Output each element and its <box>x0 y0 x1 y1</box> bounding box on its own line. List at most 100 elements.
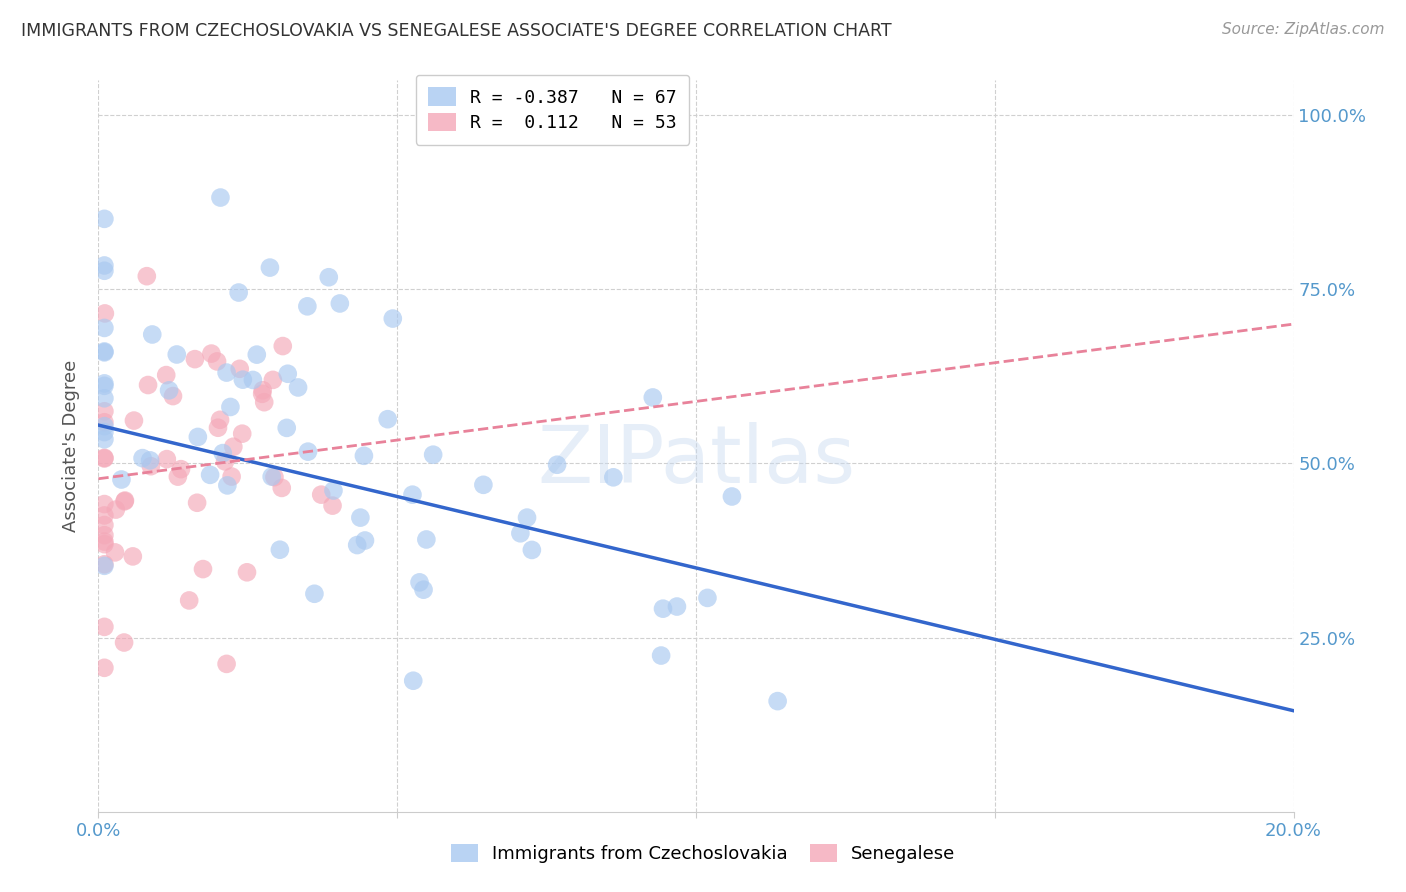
Point <box>93 415 115 429</box>
Text: Source: ZipAtlas.com: Source: ZipAtlas.com <box>1222 22 1385 37</box>
Point <box>219 400 242 414</box>
Point <box>93 321 115 335</box>
Point <box>472 478 495 492</box>
Point <box>94 306 117 320</box>
Point <box>93 508 115 523</box>
Point <box>408 575 430 590</box>
Point <box>297 444 319 458</box>
Point <box>166 469 188 483</box>
Point <box>136 378 159 392</box>
Point <box>207 421 229 435</box>
Point <box>322 483 344 498</box>
Point <box>93 432 115 446</box>
Point <box>93 264 115 278</box>
Point <box>93 558 115 573</box>
Point <box>114 494 136 508</box>
Legend: R = -0.387   N = 67, R =  0.112   N = 53: R = -0.387 N = 67, R = 0.112 N = 53 <box>416 75 689 145</box>
Text: IMMIGRANTS FROM CZECHOSLOVAKIA VS SENEGALESE ASSOCIATE'S DEGREE CORRELATION CHAR: IMMIGRANTS FROM CZECHOSLOVAKIA VS SENEGA… <box>21 22 891 40</box>
Point <box>422 448 444 462</box>
Point <box>412 582 434 597</box>
Point <box>354 533 377 548</box>
Point <box>93 419 115 434</box>
Point <box>93 450 115 465</box>
Point <box>401 488 423 502</box>
Point <box>260 469 283 483</box>
Point <box>93 528 115 542</box>
Point <box>349 510 371 524</box>
Point <box>520 543 543 558</box>
Point <box>228 285 250 300</box>
Point <box>166 347 188 361</box>
Point <box>93 497 115 511</box>
Point <box>209 190 232 204</box>
Point <box>162 389 184 403</box>
Point <box>157 384 180 398</box>
Point <box>184 352 207 367</box>
Point <box>122 414 145 428</box>
Point <box>415 533 437 547</box>
Point <box>93 558 115 572</box>
Point <box>229 361 252 376</box>
Point <box>652 601 675 615</box>
Point <box>215 366 238 380</box>
Point <box>93 391 115 405</box>
Point <box>309 488 332 502</box>
Point <box>318 270 340 285</box>
Point <box>93 451 115 466</box>
Point <box>209 413 232 427</box>
Point <box>198 467 221 482</box>
Point <box>110 473 132 487</box>
Point <box>93 534 115 549</box>
Point <box>516 510 538 524</box>
Point <box>156 452 179 467</box>
Point <box>141 327 163 342</box>
Point <box>139 459 162 474</box>
Point <box>186 496 208 510</box>
Point <box>650 648 672 663</box>
Point <box>602 470 624 484</box>
Point <box>262 373 284 387</box>
Point <box>217 478 239 492</box>
Point <box>263 470 285 484</box>
Point <box>353 449 375 463</box>
Text: ZIPatlas: ZIPatlas <box>537 422 855 500</box>
Point <box>271 339 294 353</box>
Point <box>304 587 326 601</box>
Point <box>93 376 115 391</box>
Point <box>211 446 233 460</box>
Point <box>766 694 789 708</box>
Point <box>93 344 115 359</box>
Point <box>270 481 292 495</box>
Point <box>546 458 568 472</box>
Point <box>93 211 115 226</box>
Point <box>696 591 718 605</box>
Point <box>214 454 236 468</box>
Point <box>112 635 135 649</box>
Point <box>131 451 153 466</box>
Point <box>170 462 193 476</box>
Point <box>93 404 115 418</box>
Point <box>276 421 298 435</box>
Point <box>93 379 115 393</box>
Point <box>93 259 115 273</box>
Point <box>253 395 276 409</box>
Point <box>104 502 127 516</box>
Point <box>231 426 253 441</box>
Point <box>322 499 344 513</box>
Point <box>721 490 744 504</box>
Point <box>665 599 688 614</box>
Point <box>215 657 238 671</box>
Point <box>246 348 269 362</box>
Point <box>232 373 254 387</box>
Point <box>329 296 352 310</box>
Point <box>200 346 222 360</box>
Point <box>252 383 274 397</box>
Point <box>402 673 425 688</box>
Y-axis label: Associate's Degree: Associate's Degree <box>62 359 80 533</box>
Point <box>205 354 228 368</box>
Point <box>187 430 209 444</box>
Point <box>242 373 264 387</box>
Point <box>121 549 143 564</box>
Point <box>139 453 162 467</box>
Point <box>297 299 319 313</box>
